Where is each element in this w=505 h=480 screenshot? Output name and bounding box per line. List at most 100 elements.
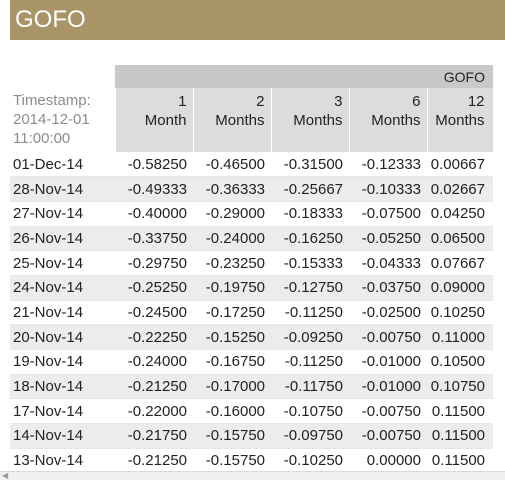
timestamp-label: Timestamp: [13, 92, 91, 109]
column-header-unit: Months [215, 112, 265, 129]
rate-cell: -0.24000 [193, 226, 271, 252]
rate-cell: -0.16000 [193, 398, 271, 425]
rate-cell: -0.11750 [271, 374, 349, 400]
rate-cell: -0.18333 [271, 201, 349, 227]
rate-cell: -0.49333 [115, 176, 193, 202]
rate-cell: -0.25667 [271, 176, 349, 202]
rate-cell: -0.01000 [349, 374, 427, 400]
rate-cell: -0.31500 [271, 152, 349, 178]
table-row: 25-Nov-14 -0.29750 -0.23250 -0.15333 -0.0433… [10, 250, 493, 276]
table-row: 21-Nov-14 -0.24500 -0.17250 -0.11250 -0.0250… [10, 300, 493, 326]
rate-cell: -0.22250 [115, 324, 193, 350]
table-row: 20-Nov-14 -0.22250 -0.15250 -0.09250 -0.0075… [10, 324, 493, 350]
row-date: 14-Nov-14 [10, 423, 115, 449]
rate-cell: -0.33750 [115, 226, 193, 252]
rate-cell: 0.06500 [427, 226, 493, 252]
timestamp-date: 2014-12-01 [13, 111, 90, 128]
column-header-number: 6 [412, 93, 421, 110]
rate-cell: -0.25250 [115, 275, 193, 301]
table-row: 01-Dec-14 -0.58250 -0.46500 -0.31500 -0.1233… [10, 152, 493, 178]
rate-cell: -0.17000 [193, 374, 271, 400]
column-header-unit: Month [144, 112, 187, 129]
scroll-left-arrow-icon[interactable]: ◀ [2, 471, 9, 480]
rate-cell: -0.10250 [271, 448, 349, 474]
column-header-1-month: 1 Month [115, 88, 194, 152]
rate-cell: -0.21750 [115, 423, 193, 449]
rate-cell: 0.07667 [427, 250, 493, 276]
rate-cell: -0.23250 [193, 250, 271, 276]
rate-cell: -0.58250 [115, 152, 193, 178]
row-date: 25-Nov-14 [10, 250, 115, 276]
row-date: 18-Nov-14 [10, 374, 115, 400]
rate-cell: 0.04250 [427, 201, 493, 227]
rate-cell: -0.40000 [115, 201, 193, 227]
column-header-6-months: 6 Months [349, 88, 428, 152]
rate-cell: -0.21250 [115, 448, 193, 474]
row-date: 17-Nov-14 [10, 398, 115, 425]
rate-cell: -0.09250 [271, 324, 349, 350]
table-row: 18-Nov-14 -0.21250 -0.17000 -0.11750 -0.0100… [10, 374, 493, 400]
rate-cell: -0.03750 [349, 275, 427, 301]
rate-cell: -0.16250 [271, 226, 349, 252]
rate-cell: -0.07500 [349, 201, 427, 227]
rate-cell: -0.04333 [349, 250, 427, 276]
row-date: 21-Nov-14 [10, 300, 115, 326]
rate-cell: -0.10333 [349, 176, 427, 202]
rate-cell: -0.00750 [349, 398, 427, 425]
rate-cell: 0.11500 [427, 398, 493, 425]
column-header-12-months: 12 Months [427, 88, 494, 152]
rate-cell: -0.00750 [349, 423, 427, 449]
rate-cell: 0.00000 [349, 448, 427, 474]
rate-cell: 0.10500 [427, 349, 493, 375]
rate-cell: 0.10250 [427, 300, 493, 326]
rate-cell: -0.15333 [271, 250, 349, 276]
row-date: 27-Nov-14 [10, 201, 115, 227]
rate-cell: -0.15750 [193, 448, 271, 474]
row-date: 24-Nov-14 [10, 275, 115, 301]
rate-cell: -0.29750 [115, 250, 193, 276]
row-date: 26-Nov-14 [10, 226, 115, 252]
column-header-unit: Months [435, 112, 485, 129]
column-header-number: 12 [467, 93, 485, 110]
rate-cell: -0.17250 [193, 300, 271, 326]
table-row: 17-Nov-14 -0.22000 -0.16000 -0.10750 -0.0075… [10, 398, 493, 425]
rate-cell: -0.11250 [271, 300, 349, 326]
rate-cell: -0.19750 [193, 275, 271, 301]
column-header-2-months: 2 Months [193, 88, 272, 152]
page-title: GOFO [10, 0, 505, 40]
column-header-unit: Months [371, 112, 421, 129]
rate-cell: 0.11000 [427, 324, 493, 350]
rate-cell: 0.11500 [427, 423, 493, 449]
rate-cell: 0.10750 [427, 374, 493, 400]
column-header-number: 3 [334, 93, 343, 110]
timestamp-time: 11:00:00 [13, 130, 71, 147]
table-row: 19-Nov-14 -0.24000 -0.16750 -0.11250 -0.0100… [10, 349, 493, 375]
row-date: 13-Nov-14 [10, 448, 115, 474]
column-header-3-months: 3 Months [271, 88, 350, 152]
table-row: 28-Nov-14 -0.49333 -0.36333 -0.25667 -0.1033… [10, 176, 493, 202]
rate-cell: 0.00667 [427, 152, 493, 178]
table-row: 26-Nov-14 -0.33750 -0.24000 -0.16250 -0.0525… [10, 226, 493, 252]
rate-cell: -0.01000 [349, 349, 427, 375]
rate-cell: -0.12333 [349, 152, 427, 178]
rate-cell: 0.02667 [427, 176, 493, 202]
rate-cell: -0.24500 [115, 300, 193, 326]
horizontal-scrollbar[interactable]: ◀ [0, 471, 505, 480]
table-row: 14-Nov-14 -0.21750 -0.15750 -0.09750 -0.0075… [10, 423, 493, 449]
column-header-number: 2 [256, 93, 265, 110]
row-date: 28-Nov-14 [10, 176, 115, 202]
group-header-blank [10, 65, 115, 88]
timestamp-header: Timestamp: 2014-12-01 11:00:00 [10, 88, 116, 152]
rate-cell: -0.00750 [349, 324, 427, 350]
rate-cell: -0.29000 [193, 201, 271, 227]
table-row: 27-Nov-14 -0.40000 -0.29000 -0.18333 -0.0750… [10, 201, 493, 227]
rate-cell: -0.24000 [115, 349, 193, 375]
column-group-header: GOFO [115, 65, 493, 88]
rate-cell: 0.09000 [427, 275, 493, 301]
table-row: 24-Nov-14 -0.25250 -0.19750 -0.12750 -0.0375… [10, 275, 493, 301]
rate-cell: -0.11250 [271, 349, 349, 375]
rate-cell: -0.22000 [115, 398, 193, 425]
column-header-unit: Months [293, 112, 343, 129]
row-date: 19-Nov-14 [10, 349, 115, 375]
column-header-number: 1 [178, 93, 187, 110]
